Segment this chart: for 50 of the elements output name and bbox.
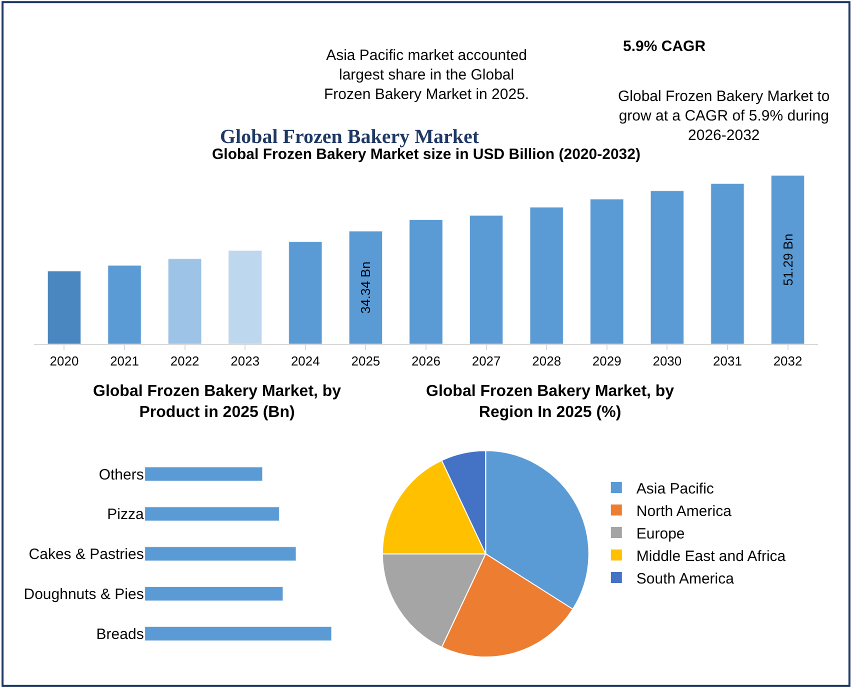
bar	[530, 207, 564, 344]
chart-title: Global Frozen Bakery Market, by Region In 2025 (%)	[426, 383, 674, 421]
bar	[144, 466, 263, 482]
x-tick-label: 2022	[170, 354, 200, 369]
legend-label: North America	[636, 502, 732, 520]
y-tick-label: Cakes & Pastries	[28, 546, 144, 564]
legend-label: South America	[636, 570, 735, 588]
bar	[770, 175, 805, 344]
bar	[710, 183, 744, 344]
bar	[144, 546, 296, 562]
x-tick-label: 2027	[472, 354, 501, 369]
bar	[590, 198, 624, 344]
bar	[168, 258, 202, 344]
bar	[288, 242, 322, 344]
y-tick-label: Pizza	[107, 506, 144, 524]
legend-label: Europe	[636, 525, 685, 542]
bar	[108, 265, 142, 344]
chart-title: Global Frozen Bakery Market, by Product in 2025 (Bn)	[93, 383, 342, 421]
x-tick-label: 2031	[713, 354, 742, 369]
bar	[469, 215, 504, 344]
y-tick-label: Others	[98, 466, 144, 484]
bar	[144, 626, 332, 641]
x-tick-label: 2029	[592, 354, 622, 369]
data-label: 51.29 Bn	[780, 234, 796, 286]
data-label: 34.34 Bn	[358, 262, 374, 314]
bar	[47, 270, 82, 344]
x-tick-label: 2026	[412, 354, 440, 369]
x-tick-label: 2030	[652, 354, 682, 369]
bar	[144, 506, 280, 522]
x-tick-label: 2023	[230, 354, 260, 369]
text: Asia Pacific market accounted largest share in the Global Frozen Bakery Market in 2025.	[324, 47, 530, 103]
bar	[650, 190, 684, 344]
text: Global Frozen Bakery Market to grow at a CAGR of 5.9% during 2026-2032	[618, 88, 830, 144]
x-tick-label: 2024	[290, 354, 320, 369]
x-tick-label: 2021	[110, 354, 139, 369]
chart-title: Global Frozen Bakery Market size in USD Billion (2020-2032)	[212, 146, 640, 163]
x-tick-label: 2020	[50, 354, 79, 369]
bar	[144, 586, 284, 601]
bar	[228, 250, 262, 344]
x-tick-label: 2025	[351, 354, 380, 369]
legend-label: Middle East and Africa	[636, 548, 786, 565]
x-tick-label: 2032	[773, 354, 802, 369]
bar	[348, 230, 383, 344]
text: Global Frozen Bakery Market	[220, 126, 480, 148]
x-tick-label: 2028	[532, 354, 562, 369]
text: 5.9% CAGR	[623, 38, 706, 55]
y-tick-label: Breads	[96, 626, 144, 643]
y-tick-label: Doughnuts & Pies	[24, 586, 144, 603]
legend-label: Asia Pacific	[636, 480, 714, 498]
bar	[409, 220, 443, 344]
